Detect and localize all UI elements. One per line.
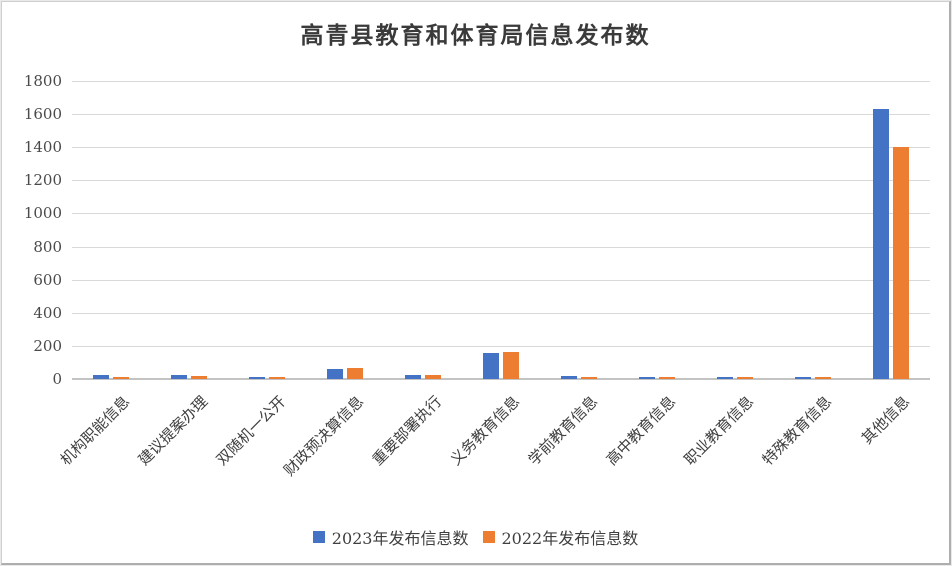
y-axis-tick-label: 1200 <box>23 171 62 190</box>
bar <box>503 351 519 379</box>
x-axis-category-label: 职业教育信息 <box>680 392 758 469</box>
legend-swatch-icon <box>482 531 495 543</box>
bar <box>893 147 909 379</box>
y-axis-tick-label: 1600 <box>23 105 62 124</box>
x-axis-category-label: 机构职能信息 <box>56 392 134 469</box>
gridline <box>72 114 930 116</box>
legend-swatch-icon <box>312 531 325 543</box>
x-axis-category-label: 学前教育信息 <box>524 392 602 469</box>
bar <box>659 376 675 379</box>
bar <box>483 352 499 379</box>
bar <box>815 376 831 379</box>
plot-area: 0 200 400 600 800 1000 1200 1400 1600 1800 机构职能信息建… <box>24 72 930 479</box>
gridline <box>72 147 930 149</box>
x-axis-category-label: 特殊教育信息 <box>758 392 836 469</box>
x-axis-category-label: 高中教育信息 <box>602 392 680 469</box>
gridline <box>72 312 930 314</box>
gridline <box>72 180 930 182</box>
x-axis-category-label: 财政预决算信息 <box>280 392 368 480</box>
bar <box>873 109 889 379</box>
legend-item: 2023年发布信息数 <box>312 525 469 549</box>
x-axis-category-label: 重要部署执行 <box>368 392 446 469</box>
bar <box>717 376 733 379</box>
gridline <box>72 246 930 248</box>
legend-label: 2022年发布信息数 <box>501 529 639 548</box>
legend-item: 2022年发布信息数 <box>482 525 639 549</box>
gridline <box>72 213 930 215</box>
bar <box>425 375 441 379</box>
bar <box>249 376 265 379</box>
chart-title: 高青县教育和体育局信息发布数 <box>300 22 651 49</box>
bar <box>561 375 577 379</box>
bar <box>191 375 207 379</box>
bar <box>795 376 811 379</box>
x-axis-category-label: 义务教育信息 <box>446 392 524 469</box>
gridline <box>72 279 930 281</box>
legend-label: 2023年发布信息数 <box>331 529 469 548</box>
bar <box>171 374 187 379</box>
y-axis-tick-label: 1000 <box>23 204 62 223</box>
x-axis-category-label: 双随机一公开 <box>212 392 290 469</box>
gridline <box>72 81 930 82</box>
gridline <box>72 345 930 347</box>
bar <box>581 377 597 379</box>
bar <box>639 376 655 379</box>
y-axis-tick-label: 1400 <box>23 138 62 157</box>
bar <box>347 368 363 379</box>
y-axis-tick-label: 600 <box>33 270 62 289</box>
x-axis-category-label: 建议提案办理 <box>134 392 212 469</box>
bar <box>113 376 129 379</box>
y-axis-tick-label: 400 <box>33 303 62 322</box>
bar <box>737 376 753 379</box>
y-axis-tick-label: 1800 <box>23 72 62 90</box>
bar <box>327 369 343 379</box>
x-axis-category-label: 其他信息 <box>857 392 914 448</box>
bar <box>93 374 109 379</box>
legend: 2023年发布信息数 2022年发布信息数 <box>2 525 949 549</box>
y-axis-tick-label: 800 <box>33 237 62 256</box>
gridline <box>72 378 930 380</box>
bar <box>269 377 285 379</box>
y-axis-tick-label: 0 <box>52 370 62 388</box>
bar <box>405 374 421 379</box>
y-axis-tick-label: 200 <box>33 336 62 355</box>
